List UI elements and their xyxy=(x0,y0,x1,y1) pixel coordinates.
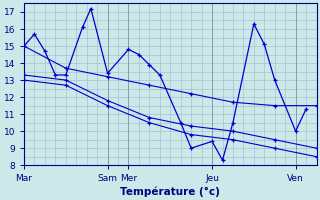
X-axis label: Température (°c): Température (°c) xyxy=(120,186,220,197)
